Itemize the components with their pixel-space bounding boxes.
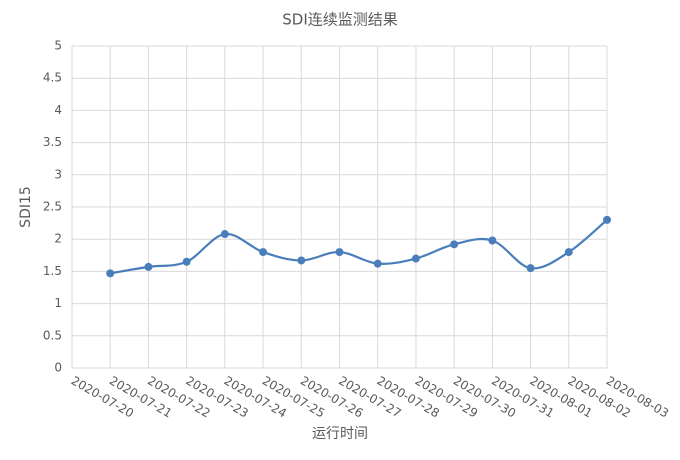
y-tick-label: 0 [54,361,62,375]
point [144,262,153,271]
y-tick-label: 3 [54,167,62,181]
y-tick-label: 5 [54,39,62,53]
point [411,254,420,263]
point [335,248,344,257]
y-tick-label: 0.5 [43,328,62,342]
y-axis-label: SDI15 [18,186,34,228]
y-tick-label: 3.5 [43,135,62,149]
point [373,259,382,268]
chart-title: SDI连续监测结果 [282,11,398,29]
point [526,264,535,273]
point [564,248,573,257]
point [220,230,229,239]
point [450,240,459,249]
point [603,215,611,224]
y-tick-label: 1.5 [43,264,62,278]
y-tick-label: 2.5 [43,200,62,214]
point [106,269,115,278]
point [297,256,306,265]
point [488,236,497,245]
point [182,257,191,266]
y-tick-label: 4 [54,103,62,117]
y-tick-label: 2 [54,232,62,246]
point [259,248,268,257]
x-axis-label: 运行时间 [312,426,368,442]
y-tick-label: 1 [54,296,62,310]
y-tick-label: 4.5 [43,71,62,85]
